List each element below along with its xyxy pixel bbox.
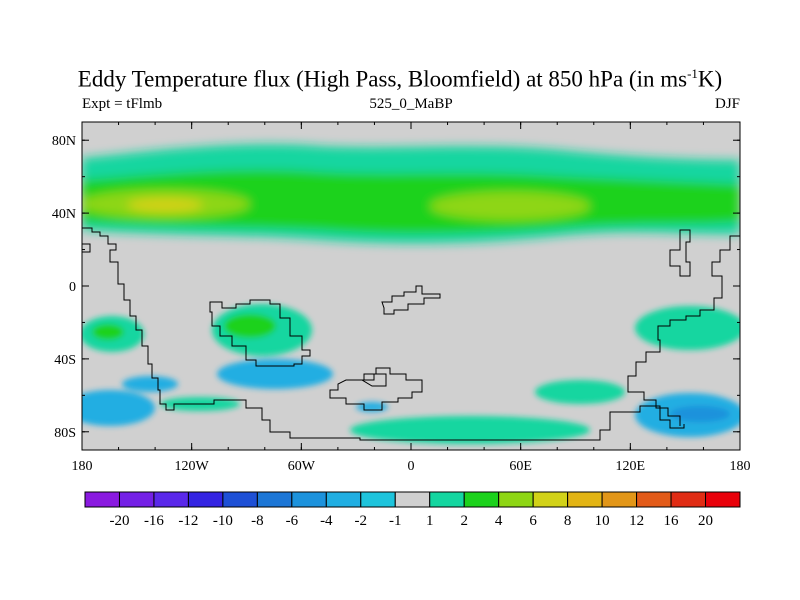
colorbar-swatch [360,491,396,508]
patch-blue-southeast-core [670,406,730,422]
patch-blue-southwest-upper [122,376,178,392]
colorbar-swatch [291,491,327,508]
experiment-label: Expt = tFlmb [82,96,163,112]
patch-blue-southwest [82,390,155,426]
colorbar-label: -2 [355,513,368,529]
x-axis: 180 120W 60W 0 60E 120E 180 [72,122,751,474]
colorbar-swatch [463,491,500,508]
colorbar-swatch [256,491,293,508]
coastline-americas-antarctica [82,227,685,441]
patch-blue-central [217,359,333,389]
patch-green-southeast [535,380,625,404]
y-tick-label: 80N [52,134,76,149]
colorbar-swatch [705,491,741,508]
colorbar-swatch [187,491,224,508]
colorbar-label: -20 [109,513,129,529]
contour-fill-layer [82,144,740,244]
colorbar-swatch [498,491,534,508]
colorbar-label: 8 [564,513,572,529]
colorbar-label: -4 [320,513,333,529]
patch-central-core [224,314,276,338]
colorbar-swatch [532,491,569,508]
patch-green-antarctic [350,416,590,444]
colorbar: -20 -16 -12 -10 -8 -6 -4 -2 -1 1 2 4 6 8 10 12 16 20 [84,491,741,529]
coastline-eastern-island [669,229,691,277]
colorbar-label: 1 [426,513,434,529]
center-subtitle: 525_0_MaBP [369,96,453,112]
coastlines [82,227,740,441]
season-label: DJF [714,96,740,112]
colorbar-label: 12 [629,513,644,529]
colorbar-label: -1 [389,513,402,529]
colorbar-label: -10 [213,513,233,529]
colorbar-label: -8 [251,513,264,529]
y-tick-label: 40S [54,353,76,368]
x-tick-label: 180 [730,459,751,474]
y-tick-label: 80S [54,426,76,441]
colorbar-swatch [601,491,638,508]
band-green [82,169,740,234]
colorbar-label: 6 [529,513,537,529]
coastline-central-landmass [209,299,311,367]
x-tick-label: 120E [616,459,646,474]
x-tick-label: 0 [408,459,415,474]
x-tick-label: 120W [175,459,210,474]
colorbar-label: 20 [698,513,713,529]
colorbar-swatch [429,491,465,508]
colorbar-swatch [567,491,603,508]
colorbar-swatch [670,491,707,508]
southern-fill-layer [82,304,740,444]
coastline-west-edge [82,243,91,253]
y-tick-label: 40N [52,207,76,222]
colorbar-swatch [153,491,189,508]
colorbar-swatch [222,491,258,508]
colorbar-swatch [636,491,672,508]
colorbar-label: -12 [178,513,198,529]
colorbar-label: -6 [286,513,299,529]
y-tick-label: 0 [69,280,76,295]
colorbar-swatch [325,491,362,508]
colorbar-swatch [394,491,431,508]
colorbar-label: 4 [495,513,503,529]
colorbar-label: 2 [460,513,468,529]
coastline-islet [360,373,387,387]
band-yellowgreen-east [430,192,590,220]
colorbar-label: 16 [664,513,680,529]
patch-south-america-core [92,324,124,340]
colorbar-swatch [84,491,120,508]
coastline-small-island [381,285,441,315]
x-tick-label: 180 [72,459,93,474]
colorbar-label: -16 [144,513,164,529]
coastline-eastern-continent [627,235,740,426]
band-yellow-core [127,198,203,212]
x-tick-label: 60E [509,459,532,474]
y-axis: 80N 40N 0 40S 80S [52,134,740,441]
chart-title: Eddy Temperature flux (High Pass, Bloomf… [77,66,723,92]
coastline-southern-island [329,367,423,411]
colorbar-swatch [118,491,155,508]
patch-east [635,306,740,350]
x-tick-label: 60W [288,459,316,474]
colorbar-label: 10 [595,513,610,529]
